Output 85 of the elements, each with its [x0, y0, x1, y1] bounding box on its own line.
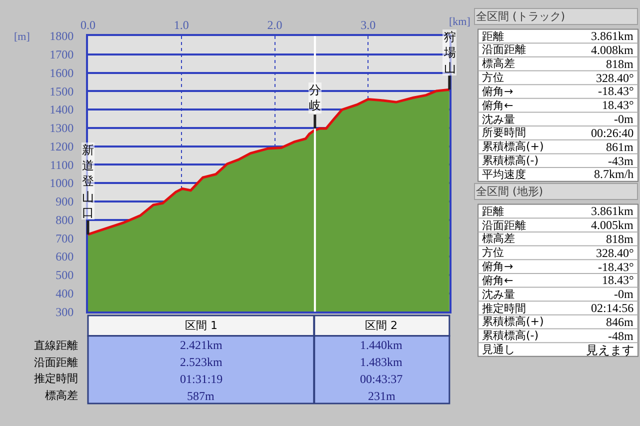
text: -0m [614, 287, 634, 301]
text: 俯角→ [482, 260, 514, 273]
text: 328.40° [596, 246, 634, 260]
text: 4.008km [591, 43, 634, 57]
text: 俯角← [482, 99, 514, 112]
text: 8.7km/h [594, 167, 634, 181]
text: 3.861km [591, 29, 634, 43]
text: 2.523km [180, 355, 223, 369]
text: 00:26:40 [591, 126, 634, 140]
text: 標高差 [482, 57, 515, 70]
text: 距離 [482, 205, 504, 218]
text: 18.43° [602, 98, 634, 112]
text: 累積標高(-) [482, 154, 539, 167]
y-tick-label: 1100 [50, 158, 74, 172]
x-tick-label: 0.0 [80, 18, 96, 32]
y-tick-label: 1400 [50, 102, 74, 117]
text: 沈み量 [482, 113, 515, 126]
text: 俯角→ [482, 85, 514, 98]
y-tick-label: 500 [56, 268, 74, 282]
y-tick-label: 300 [56, 304, 74, 319]
text: 所要時間 [482, 126, 526, 139]
annotation: 新道登山口 [82, 143, 94, 220]
text: 標高差 [45, 389, 78, 402]
text: 方位 [482, 71, 504, 84]
y-tick-label: 700 [56, 231, 74, 246]
y-axis-title: [m] [14, 31, 30, 43]
text: 231m [368, 389, 396, 403]
text: -48m [608, 329, 634, 343]
y-tick-label: 600 [56, 250, 74, 264]
annotation: 分岐 [309, 83, 321, 113]
y-tick-label: 400 [56, 286, 74, 300]
text: 累積標高(+) [482, 315, 544, 328]
text: 818m [606, 232, 634, 246]
text: 587m [187, 389, 215, 403]
text: 328.40° [596, 71, 634, 85]
text: 1.440km [360, 338, 403, 352]
text: 推定時間 [482, 302, 526, 315]
text: 区間 1 [185, 319, 218, 332]
text: -18.43° [598, 84, 634, 98]
text: 見えます [586, 343, 634, 357]
y-tick-label: 1000 [50, 176, 74, 190]
y-tick-label: 800 [56, 212, 74, 227]
text: 846m [606, 315, 634, 329]
text: 標高差 [482, 232, 515, 245]
text: -18.43° [598, 260, 634, 274]
text: 4.005km [591, 218, 634, 232]
text: 全区間 (地形) [476, 185, 544, 198]
text: 18.43° [602, 273, 634, 287]
x-tick-label: 3.0 [360, 18, 376, 32]
text: 推定時間 [34, 372, 78, 385]
text: 直線距離 [34, 339, 78, 352]
text: 全区間 (トラック) [476, 10, 566, 23]
text: 沿面距離 [482, 43, 526, 56]
y-tick-label: 900 [56, 194, 74, 209]
text: 見通し [482, 343, 515, 356]
text: 沿面距離 [34, 356, 78, 369]
text: 俯角← [482, 274, 514, 287]
text: 区間 2 [365, 319, 398, 332]
text: 2.421km [180, 338, 223, 352]
text: 1.483km [360, 355, 403, 369]
y-tick-label: 1300 [50, 121, 74, 136]
x-tick-label: 2.0 [267, 18, 282, 32]
x-axis-title: [km] [449, 16, 470, 28]
text: 方位 [482, 246, 504, 259]
annotation: 狩場山 [443, 30, 456, 76]
text: 861m [606, 140, 634, 154]
text: -43m [608, 154, 634, 168]
y-tick-label: 1600 [50, 66, 74, 80]
text: 818m [606, 57, 634, 71]
text: 平均速度 [482, 168, 526, 181]
y-tick-label: 1800 [50, 29, 74, 44]
text: 01:31:19 [180, 372, 223, 386]
text: 累積標高(-) [482, 329, 539, 342]
text: 沿面距離 [482, 219, 526, 232]
text: 距離 [482, 30, 504, 43]
y-tick-label: 1700 [50, 48, 74, 62]
text: -0m [614, 112, 634, 126]
y-tick-label: 1200 [50, 139, 74, 154]
text: 00:43:37 [360, 372, 403, 386]
text: 累積標高(+) [482, 140, 544, 153]
text: 02:14:56 [591, 301, 634, 315]
x-tick-label: 1.0 [174, 18, 189, 32]
text: 沈み量 [482, 288, 515, 301]
text: 3.861km [591, 204, 634, 218]
y-tick-label: 1500 [50, 84, 74, 98]
